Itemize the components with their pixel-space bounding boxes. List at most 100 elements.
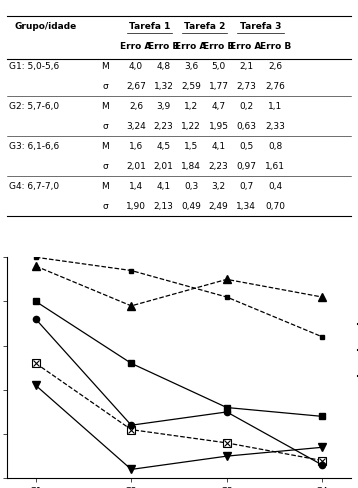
Text: 4,5: 4,5 bbox=[156, 142, 171, 151]
T2-EB bbox=[34, 254, 38, 260]
Text: Tarefa 1: Tarefa 1 bbox=[129, 22, 170, 31]
Text: 2,6: 2,6 bbox=[129, 102, 143, 111]
Text: 2,23: 2,23 bbox=[209, 162, 228, 171]
Text: σ: σ bbox=[102, 202, 108, 211]
Text: 2,49: 2,49 bbox=[209, 202, 228, 211]
Text: 3,9: 3,9 bbox=[156, 102, 171, 111]
Text: 0,5: 0,5 bbox=[239, 142, 253, 151]
T2-EB bbox=[129, 267, 134, 273]
T3-EB bbox=[34, 361, 38, 366]
Text: 0,8: 0,8 bbox=[268, 142, 282, 151]
T2-EA bbox=[129, 422, 134, 428]
Text: M: M bbox=[101, 102, 109, 111]
T1-EB bbox=[34, 263, 38, 269]
Text: G2: 5,7-6,0: G2: 5,7-6,0 bbox=[9, 102, 59, 111]
T1-EA bbox=[34, 299, 38, 305]
Text: 3,2: 3,2 bbox=[212, 182, 226, 191]
Text: 2,1: 2,1 bbox=[239, 62, 253, 71]
T1-EB bbox=[224, 276, 229, 282]
Text: Erro B: Erro B bbox=[260, 42, 291, 51]
Text: 0,49: 0,49 bbox=[181, 202, 201, 211]
Text: 2,6: 2,6 bbox=[268, 62, 282, 71]
T2-EB bbox=[224, 294, 229, 300]
Text: M: M bbox=[101, 62, 109, 71]
Text: 2,73: 2,73 bbox=[236, 82, 256, 91]
T3-EA bbox=[224, 453, 229, 459]
Text: G4: 6,7-7,0: G4: 6,7-7,0 bbox=[9, 182, 59, 191]
Text: Grupo/idade: Grupo/idade bbox=[14, 22, 76, 31]
Text: 2,01: 2,01 bbox=[154, 162, 174, 171]
Text: 4,1: 4,1 bbox=[212, 142, 226, 151]
T2-EA bbox=[224, 409, 229, 415]
Text: G1: 5,0-5,6: G1: 5,0-5,6 bbox=[9, 62, 59, 71]
Text: 2,76: 2,76 bbox=[265, 82, 285, 91]
Text: 2,23: 2,23 bbox=[154, 122, 173, 131]
Text: σ: σ bbox=[102, 122, 108, 131]
Text: 1,84: 1,84 bbox=[181, 162, 201, 171]
T3-EB bbox=[224, 440, 229, 446]
Text: 2,59: 2,59 bbox=[181, 82, 201, 91]
Line: T2-EB: T2-EB bbox=[33, 255, 325, 339]
Text: Erro A: Erro A bbox=[230, 42, 262, 51]
Text: 4,7: 4,7 bbox=[212, 102, 226, 111]
T2-EA bbox=[320, 462, 324, 468]
Text: 1,4: 1,4 bbox=[129, 182, 143, 191]
Text: Erro A: Erro A bbox=[120, 42, 152, 51]
T3-EB bbox=[129, 427, 134, 432]
Text: 2,33: 2,33 bbox=[265, 122, 285, 131]
Text: 0,4: 0,4 bbox=[268, 182, 282, 191]
T3-EA bbox=[129, 467, 134, 472]
T3-EA bbox=[320, 445, 324, 450]
Text: 4,8: 4,8 bbox=[156, 62, 171, 71]
Text: 5,0: 5,0 bbox=[211, 62, 226, 71]
T1-EA bbox=[129, 361, 134, 366]
Text: 0,2: 0,2 bbox=[239, 102, 253, 111]
Line: T1-EA: T1-EA bbox=[33, 298, 325, 420]
Text: Erro A: Erro A bbox=[175, 42, 207, 51]
Text: Tarefa 2: Tarefa 2 bbox=[184, 22, 226, 31]
Text: M: M bbox=[101, 142, 109, 151]
T2-EB bbox=[320, 334, 324, 340]
Text: Tarefa 3: Tarefa 3 bbox=[240, 22, 281, 31]
Text: 1,22: 1,22 bbox=[181, 122, 201, 131]
T3-EB bbox=[320, 458, 324, 464]
Line: T3-EA: T3-EA bbox=[32, 382, 326, 473]
T1-EB bbox=[129, 303, 134, 309]
Text: 1,61: 1,61 bbox=[265, 162, 285, 171]
Text: 1,2: 1,2 bbox=[184, 102, 198, 111]
Text: 0,70: 0,70 bbox=[265, 202, 285, 211]
Text: 2,13: 2,13 bbox=[154, 202, 174, 211]
Text: 4,0: 4,0 bbox=[129, 62, 143, 71]
Text: 1,34: 1,34 bbox=[236, 202, 256, 211]
Text: Erro B: Erro B bbox=[203, 42, 234, 51]
Line: T2-EA: T2-EA bbox=[33, 316, 325, 468]
Line: T3-EB: T3-EB bbox=[33, 361, 325, 463]
Text: M: M bbox=[101, 182, 109, 191]
Text: 1,5: 1,5 bbox=[184, 142, 198, 151]
Text: 1,77: 1,77 bbox=[208, 82, 228, 91]
Text: 3,6: 3,6 bbox=[184, 62, 198, 71]
T1-EA bbox=[224, 405, 229, 410]
Text: 3,24: 3,24 bbox=[126, 122, 146, 131]
T3-EA bbox=[34, 383, 38, 388]
Text: 1,1: 1,1 bbox=[268, 102, 282, 111]
Text: 2,01: 2,01 bbox=[126, 162, 146, 171]
Text: 0,7: 0,7 bbox=[239, 182, 253, 191]
Text: 2,67: 2,67 bbox=[126, 82, 146, 91]
Text: 4,1: 4,1 bbox=[156, 182, 171, 191]
Text: 1,90: 1,90 bbox=[126, 202, 146, 211]
Text: σ: σ bbox=[102, 162, 108, 171]
Text: 0,3: 0,3 bbox=[184, 182, 198, 191]
Text: 0,63: 0,63 bbox=[236, 122, 256, 131]
T1-EB bbox=[320, 294, 324, 300]
Text: 1,32: 1,32 bbox=[154, 82, 174, 91]
T2-EA bbox=[34, 316, 38, 322]
Text: 1,95: 1,95 bbox=[208, 122, 228, 131]
Text: 0,97: 0,97 bbox=[236, 162, 256, 171]
Line: T1-EB: T1-EB bbox=[32, 262, 326, 310]
Text: 1,6: 1,6 bbox=[129, 142, 143, 151]
Text: Erro B: Erro B bbox=[148, 42, 179, 51]
Text: G3: 6,1-6,6: G3: 6,1-6,6 bbox=[9, 142, 59, 151]
Text: σ: σ bbox=[102, 82, 108, 91]
T1-EA bbox=[320, 413, 324, 419]
